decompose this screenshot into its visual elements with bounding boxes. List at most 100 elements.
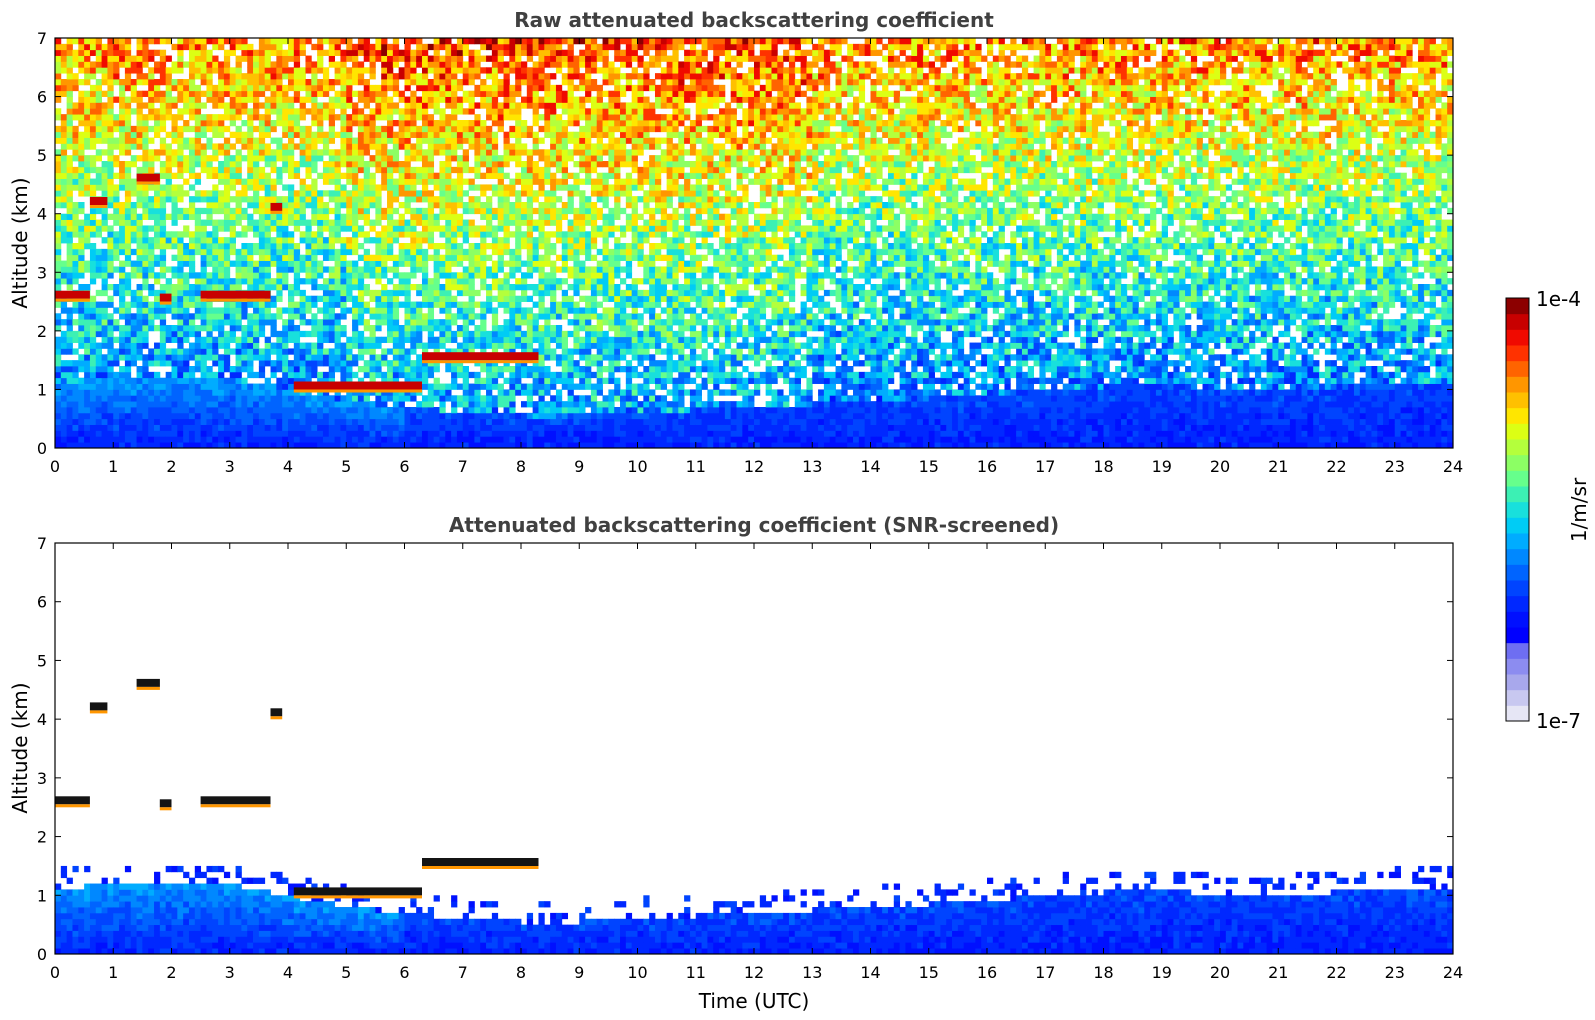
heat-cell <box>107 418 114 425</box>
heat-cell <box>480 260 487 267</box>
heat-cell <box>165 178 172 185</box>
heat-cell <box>183 289 190 297</box>
heat-cell <box>264 207 271 215</box>
heat-cell <box>486 424 493 431</box>
heat-cell <box>375 143 382 150</box>
heat-cell <box>299 442 306 449</box>
heat-cell <box>357 225 365 232</box>
heat-cell <box>154 96 161 103</box>
heat-cell <box>398 55 405 62</box>
heat-cell <box>72 348 79 355</box>
heat-cell <box>247 442 254 449</box>
heat-cell <box>258 307 266 314</box>
heat-cell <box>340 114 347 121</box>
heat-cell <box>136 114 143 121</box>
heat-cell <box>107 166 114 174</box>
heat-cell <box>235 219 242 226</box>
heat-cell <box>451 231 458 238</box>
heat-cell <box>223 202 231 209</box>
heat-cell <box>136 196 143 203</box>
heat-cell <box>515 219 522 226</box>
heat-cell <box>194 354 202 361</box>
heat-cell <box>258 412 266 420</box>
heat-cell <box>241 231 248 238</box>
heat-cell <box>503 196 510 203</box>
heat-cell <box>346 49 353 56</box>
heat-cell <box>200 114 207 121</box>
heat-cell <box>421 120 429 127</box>
heat-cell <box>445 243 452 250</box>
heat-cell <box>95 377 103 384</box>
heat-cell <box>491 442 499 449</box>
heat-cell <box>340 289 347 297</box>
heat-cell <box>229 319 236 326</box>
heat-cell <box>264 178 271 185</box>
heat-cell <box>124 114 132 121</box>
heat-cell <box>177 383 184 390</box>
heat-cell <box>515 336 522 343</box>
heat-cell <box>223 55 231 62</box>
heat-cell <box>451 424 458 431</box>
heat-cell <box>229 430 236 437</box>
heat-cell <box>515 225 522 232</box>
heat-cell <box>136 155 143 162</box>
heat-cell <box>532 289 539 297</box>
heat-cell <box>288 260 295 267</box>
heat-cell <box>544 196 551 203</box>
heat-cell <box>381 207 388 215</box>
heat-cell <box>526 272 534 279</box>
heat-cell <box>165 371 172 379</box>
heat-cell <box>509 342 516 349</box>
heat-cell <box>387 371 394 379</box>
heat-cell <box>451 90 458 97</box>
heat-cell <box>154 254 161 261</box>
heat-cell <box>235 313 242 320</box>
heat-cell <box>392 319 400 326</box>
heat-cell <box>468 348 475 355</box>
heat-cell <box>282 184 289 191</box>
heat-cell <box>299 412 306 420</box>
heat-cell <box>124 278 132 285</box>
heat-cell <box>89 313 97 320</box>
heat-cell <box>346 178 353 185</box>
heat-cell <box>241 178 248 185</box>
heat-cell <box>474 301 481 308</box>
heat-cell <box>299 278 306 285</box>
heat-cell <box>194 38 202 45</box>
heat-cell <box>305 219 312 226</box>
heat-cell <box>346 442 353 449</box>
heat-cell <box>526 260 534 267</box>
heat-cell <box>456 120 464 127</box>
heat-cell <box>340 108 347 115</box>
heat-cell <box>101 266 108 273</box>
heat-cell <box>480 102 487 109</box>
heat-cell <box>392 79 400 86</box>
heat-cell <box>305 260 312 267</box>
heat-cell <box>451 219 458 226</box>
heat-cell <box>258 313 266 320</box>
heat-cell <box>334 389 341 396</box>
heat-cell <box>334 96 341 103</box>
heat-cell <box>288 184 295 191</box>
heat-cell <box>165 442 172 449</box>
heat-cell <box>130 96 137 103</box>
heat-cell <box>515 412 522 420</box>
heat-cell <box>95 395 103 402</box>
heat-cell <box>212 96 219 103</box>
heat-cell <box>119 301 126 308</box>
heat-cell <box>253 430 260 437</box>
heat-cell <box>491 38 499 45</box>
heat-cell <box>416 336 423 343</box>
heat-cell <box>218 389 225 396</box>
heat-cell <box>60 342 68 349</box>
heat-cell <box>154 120 161 127</box>
heat-cell <box>183 325 190 332</box>
heat-cell <box>270 371 277 379</box>
heat-cell <box>497 166 504 174</box>
heat-cell <box>148 213 155 220</box>
heat-cell <box>544 407 551 414</box>
heat-cell <box>270 90 277 97</box>
heat-cell <box>445 442 452 449</box>
heat-cell <box>107 202 114 209</box>
heat-cell <box>142 55 149 62</box>
